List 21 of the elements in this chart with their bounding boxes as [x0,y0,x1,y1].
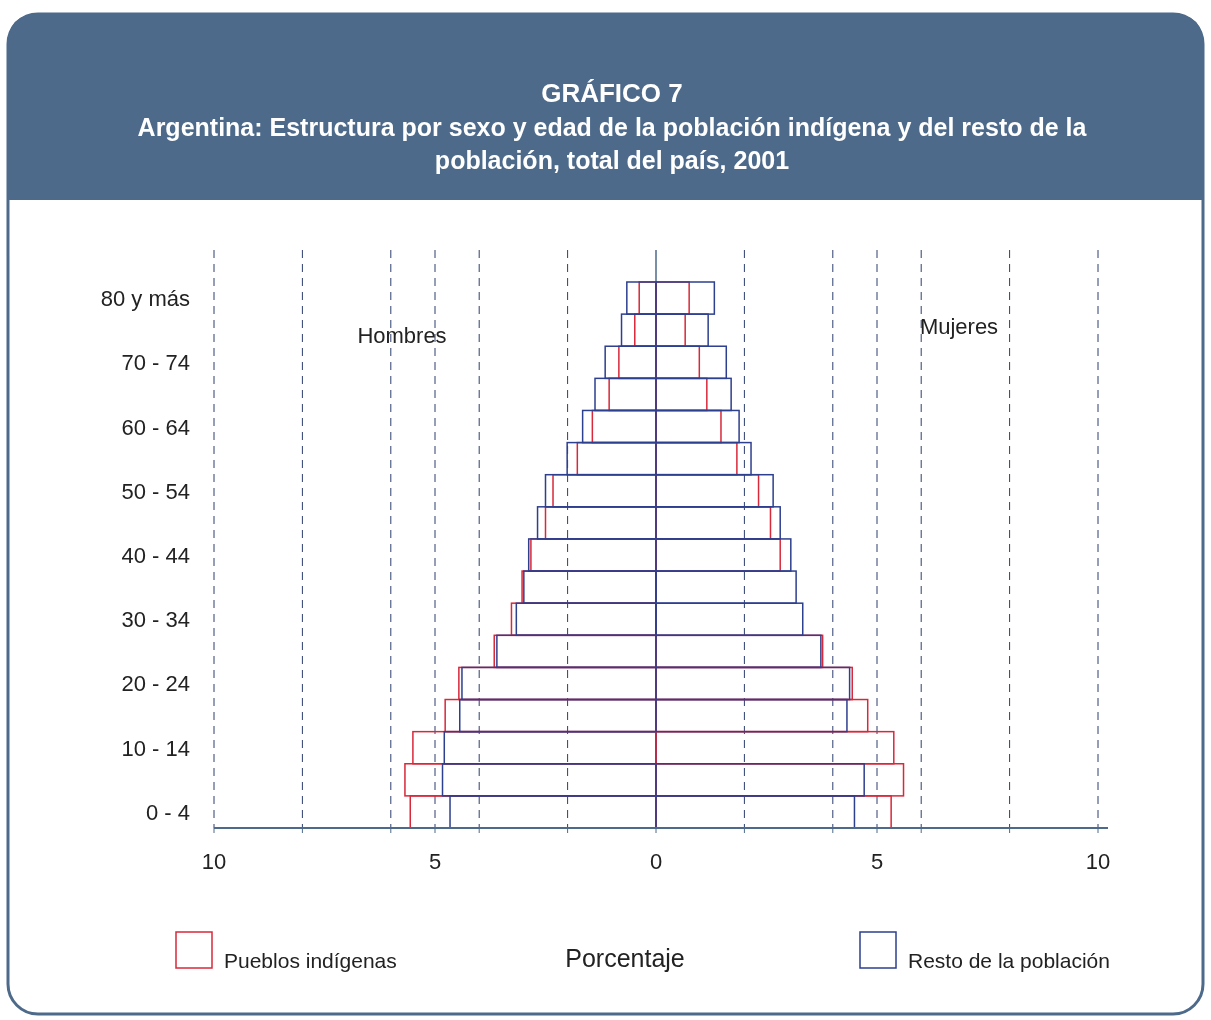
y-tick-label: 50 - 54 [121,478,190,504]
x-tick-label: 0 [649,849,663,874]
y-tick-label: 40 - 44 [121,543,190,568]
y-tick-label: 30 - 34 [121,607,190,633]
annotation: Hombres [357,323,447,348]
x-tick-label: 10 [201,849,227,874]
legend-label: Resto de la población [908,949,1110,972]
chart-subtitle: Argentina: Estructura por sexo y edad de la población indígena y del resto de la población, total del país, 2001 [137,113,1088,174]
x-axis-title: Porcentaje [565,944,685,972]
annotation: Mujeres [919,314,999,339]
x-tick-label: 10 [1085,849,1111,874]
x-tick-label: 5 [428,849,442,874]
y-tick-label: 80 y más [100,286,190,312]
y-tick-label: 20 - 24 [121,671,190,697]
y-tick-label: 70 - 74 [121,350,190,376]
y-tick-label: 10 - 14 [121,735,190,761]
legend-label: Pueblos indígenas [224,949,397,972]
x-tick-label: 5 [870,849,884,874]
chart-title: GRÁFICO 7 [541,78,683,108]
y-tick-label: 0 - 4 [145,799,190,825]
y-tick-label: 60 - 64 [121,414,190,440]
